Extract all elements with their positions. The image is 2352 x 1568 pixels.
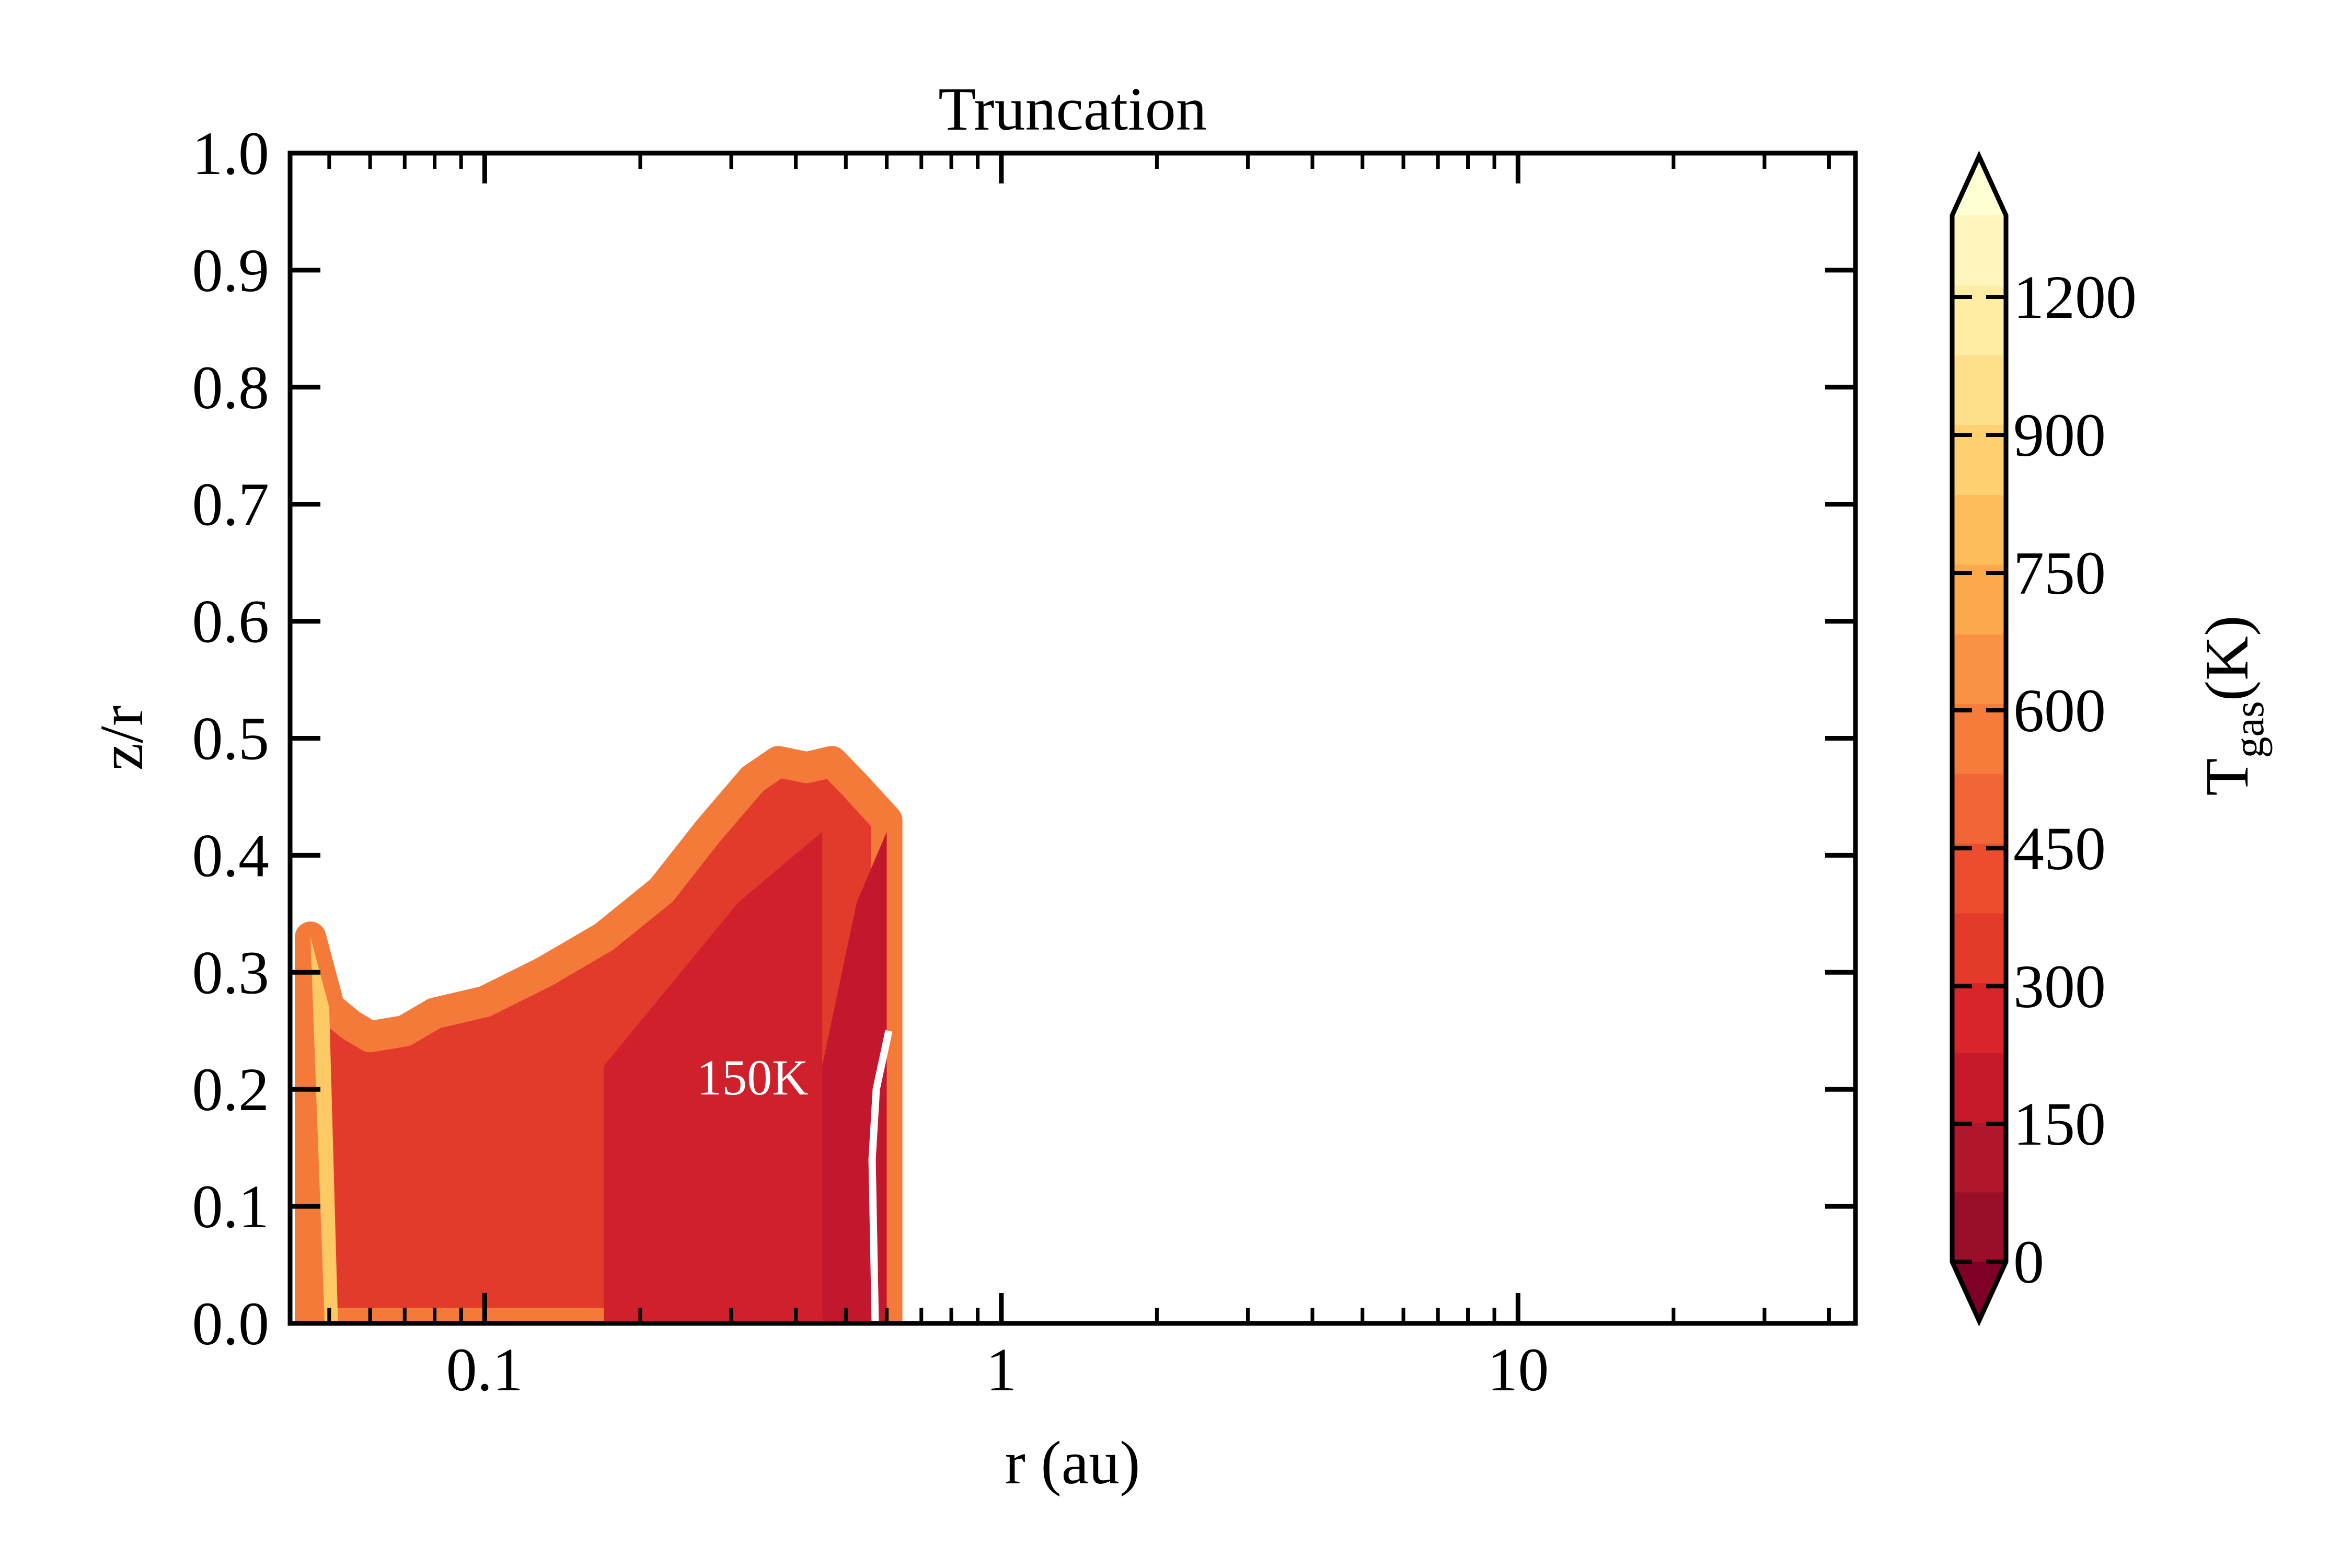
colorbar-tick-label: 150 xyxy=(2013,1090,2106,1158)
colorbar-tick-label: 450 xyxy=(2013,814,2106,883)
colorbar-tick-label: 300 xyxy=(2013,952,2106,1021)
y-tick-label: 0.5 xyxy=(192,705,270,773)
colorbar-tick-label: 900 xyxy=(2013,401,2106,469)
colorbar-extend-max xyxy=(1952,156,2006,215)
x-axis-label: r (au) xyxy=(1005,1428,1140,1497)
y-tick-label: 0.8 xyxy=(192,353,270,422)
x-tick-labels: 0.1 1 10 xyxy=(446,1335,1549,1404)
y-tick-label: 0.7 xyxy=(192,470,270,539)
colorbar-band xyxy=(1952,983,2006,1053)
colorbar-label-sub: gas xyxy=(2225,701,2273,758)
x-tick-label: 0.1 xyxy=(446,1335,524,1404)
colorbar-label-unit: (K) xyxy=(2193,615,2261,701)
colorbar-band xyxy=(1952,634,2006,704)
colorbar-extend-min xyxy=(1952,1262,2006,1321)
colorbar-tick-label: 600 xyxy=(2013,676,2106,745)
colorbar-band xyxy=(1952,913,2006,983)
y-tick-label: 0.6 xyxy=(192,587,270,656)
colorbar-tick-label: 1200 xyxy=(2013,263,2137,331)
colorbar-band xyxy=(1952,215,2006,285)
y-tick-label: 0.0 xyxy=(192,1289,270,1358)
colorbar-band xyxy=(1952,1122,2006,1192)
colorbar-label-main: T xyxy=(2193,758,2261,796)
colorbar-band xyxy=(1952,704,2006,774)
colorbar-band xyxy=(1952,494,2006,564)
y-tick-label: 0.3 xyxy=(192,938,270,1007)
x-tick-label: 10 xyxy=(1487,1335,1549,1404)
x-tick-label: 1 xyxy=(986,1335,1017,1404)
y-axis-label: z/r xyxy=(87,706,156,770)
plot-area: 150K xyxy=(310,762,889,1323)
colorbar-band xyxy=(1952,355,2006,425)
y-tick-label: 0.2 xyxy=(192,1055,270,1124)
y-tick-label: 0.1 xyxy=(192,1172,270,1241)
colorbar-tick-label: 750 xyxy=(2013,539,2106,607)
y-tick-label: 0.4 xyxy=(192,821,270,890)
colorbar-label: Tgas(K) xyxy=(2193,615,2273,795)
contour-label: 150K xyxy=(697,1050,808,1105)
figure: Truncation 150K 0.1 1 10 0.00.10.20.30.40.… xyxy=(0,0,2352,1568)
chart-title: Truncation xyxy=(938,75,1207,143)
colorbar: 0 150 300 450 600 750 900 1200 Tgas(K) xyxy=(1952,156,2273,1321)
colorbar-band xyxy=(1952,1053,2006,1123)
y-tick-labels: 0.0 0.1 0.2 0.3 0.4 0.5 0.6 0.7 0.8 0.9 1.0 xyxy=(192,119,270,1358)
colorbar-tick-label: 0 xyxy=(2013,1228,2044,1296)
y-tick-label: 1.0 xyxy=(192,119,270,188)
colorbar-band xyxy=(1952,1192,2006,1262)
temperature-field xyxy=(310,762,887,1323)
colorbar-band xyxy=(1952,843,2006,913)
colorbar-band xyxy=(1952,774,2006,844)
y-tick-label: 0.9 xyxy=(192,236,270,305)
